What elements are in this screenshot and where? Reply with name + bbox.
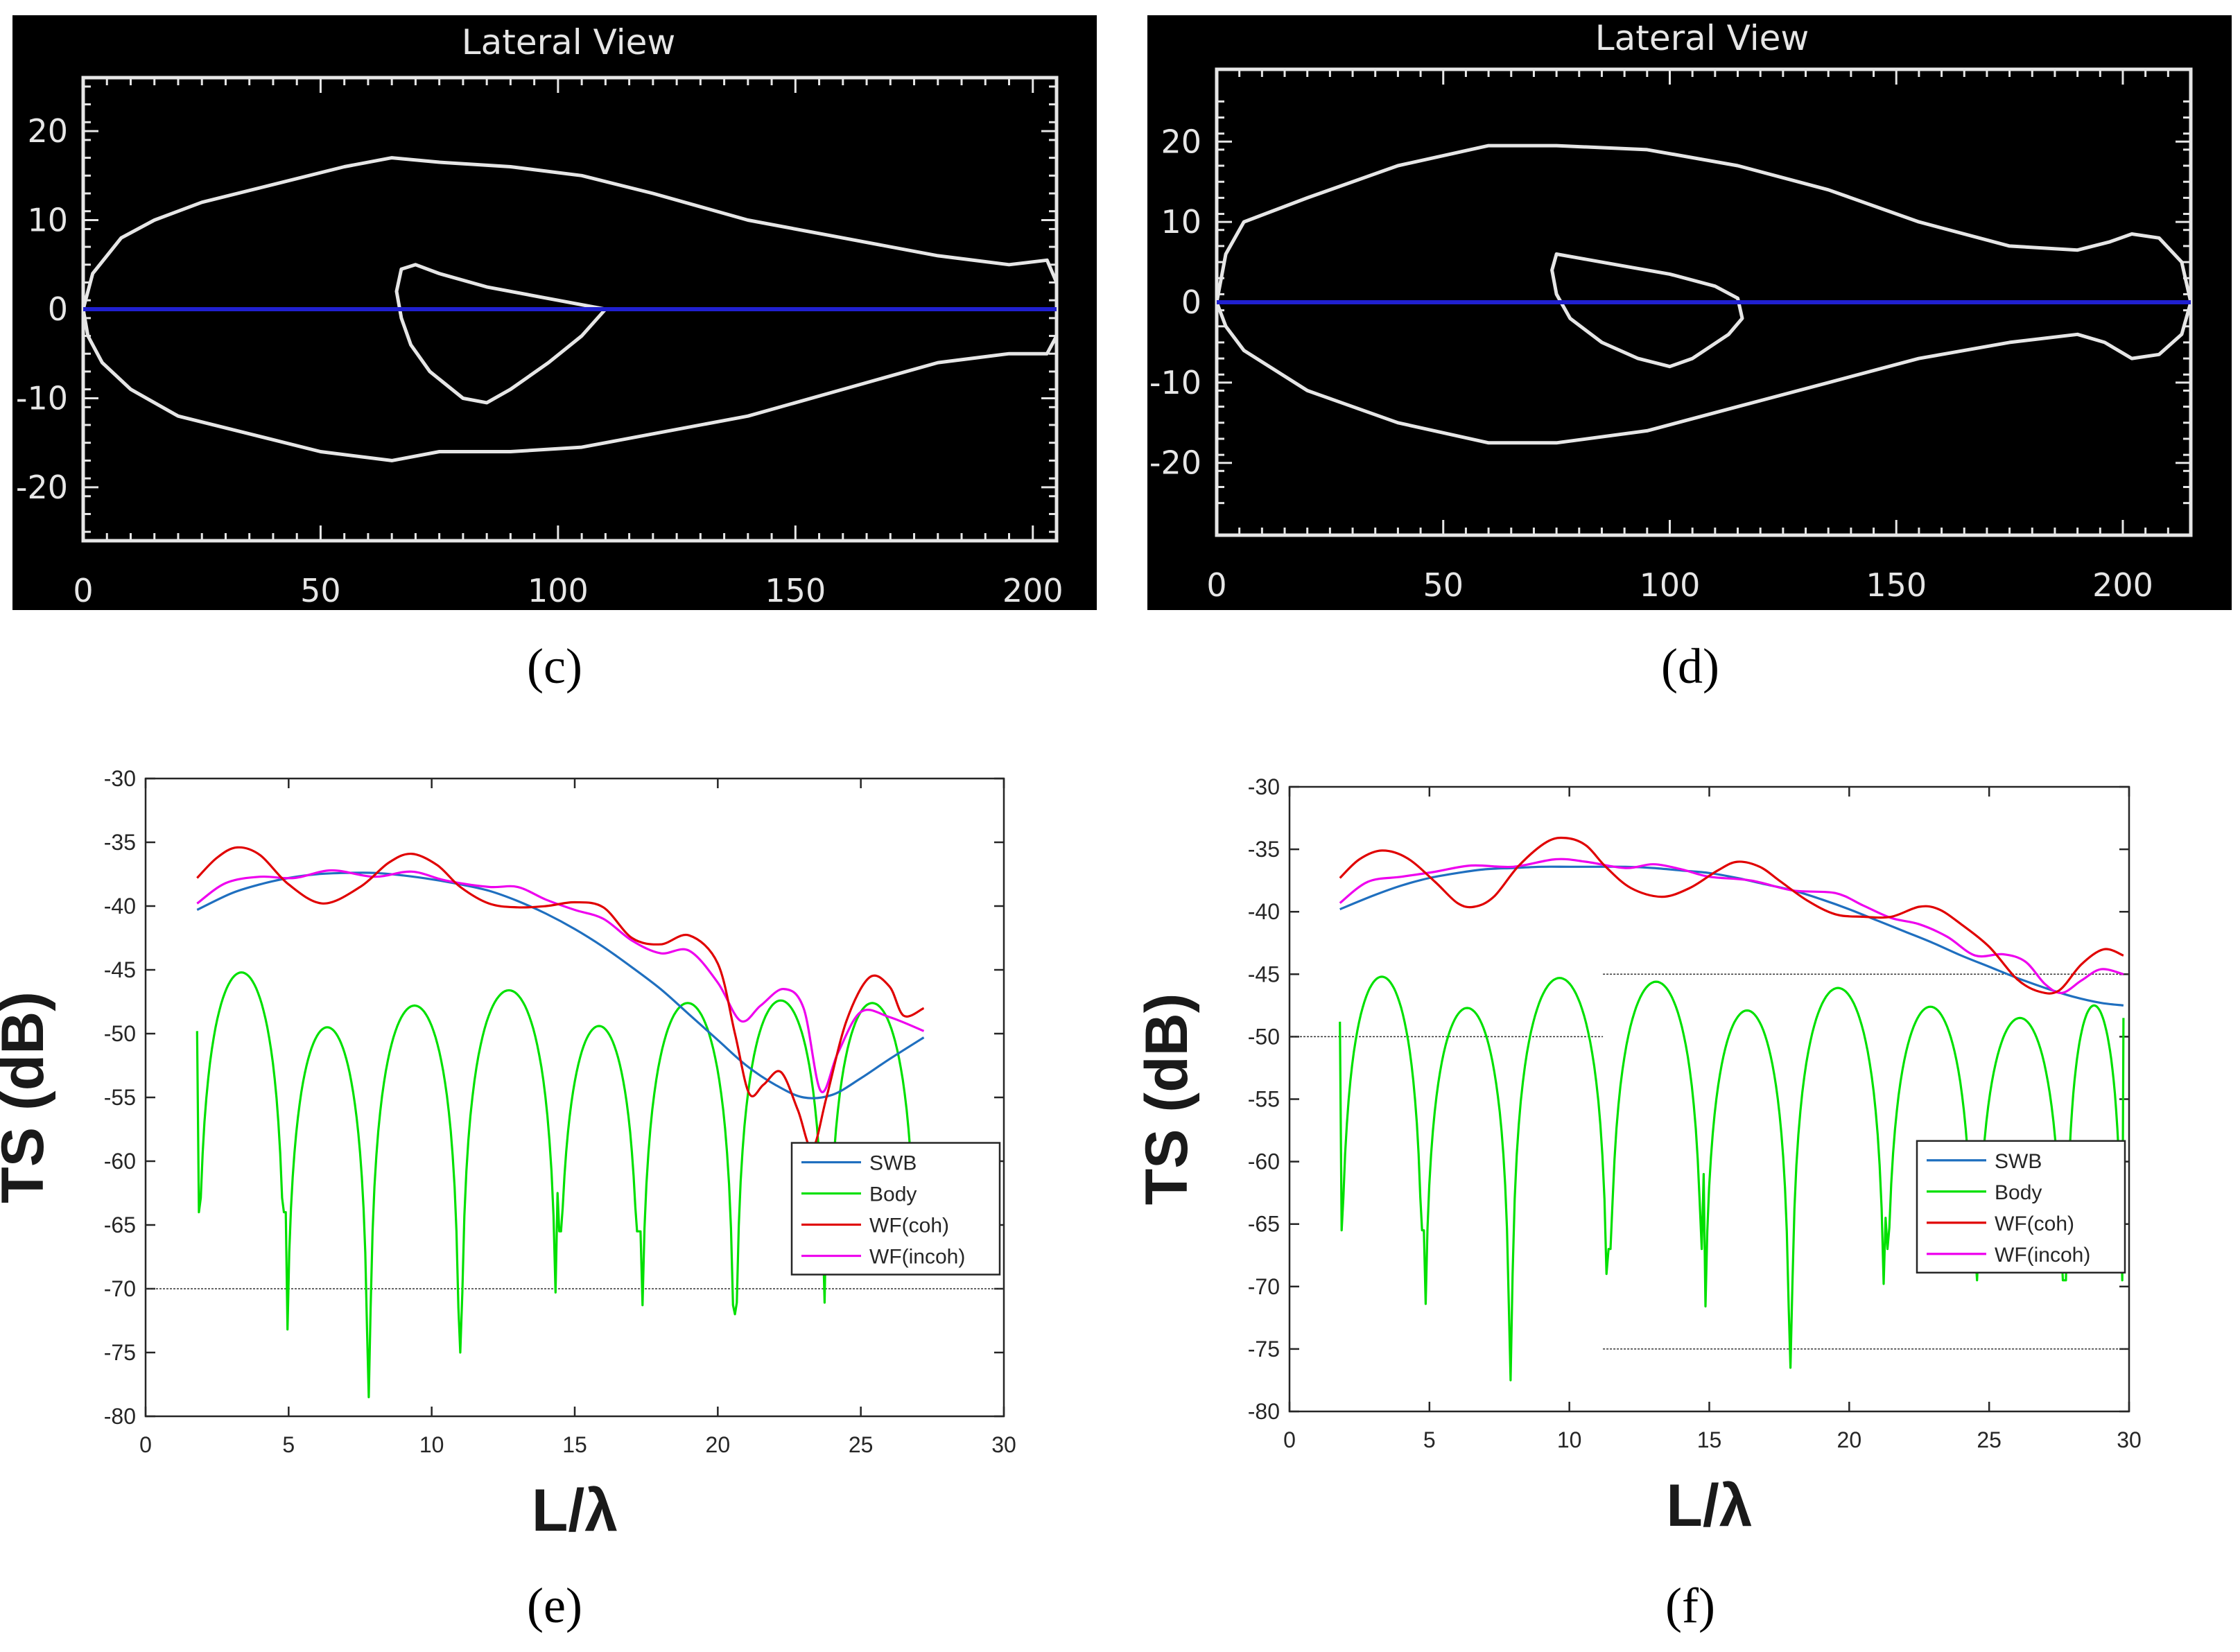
- e-legend-label: Body: [869, 1183, 917, 1206]
- e-xtick-label: 0: [139, 1432, 152, 1457]
- e-legend-box: [790, 1142, 1001, 1276]
- c-xtick-label: 100: [528, 572, 589, 609]
- f-xtick-label: 30: [2117, 1427, 2142, 1452]
- panel-f-ts-chart: 0 5 10 15 20 25 30 -30 -35 -40 -45 -50 -55 -60 -65 -70 -…: [1134, 774, 2142, 1539]
- f-ytick-label: -35: [1248, 837, 1280, 862]
- e-xtick-label: 10: [419, 1432, 444, 1457]
- f-ytick-label: -70: [1248, 1274, 1280, 1299]
- f-xtick-label: 5: [1423, 1427, 1436, 1452]
- d-xtick-label: 200: [2092, 566, 2153, 604]
- f-ytick-label: -65: [1248, 1212, 1280, 1237]
- e-xtick-label: 5: [282, 1432, 295, 1457]
- f-xtick-label: 10: [1557, 1427, 1582, 1452]
- panel-d-title: Lateral View: [1595, 18, 1809, 58]
- e-ytick-label: -60: [104, 1149, 136, 1174]
- c-xtick-label: 200: [1002, 572, 1063, 609]
- e-ytick-label: -30: [104, 766, 136, 791]
- d-ytick-label: 20: [1161, 123, 1201, 160]
- panel-e-ts-chart: 0 5 10 15 20 25 30 -30 -35 -40 -45 -50 -55 -60 -65 -70 -…: [0, 766, 1016, 1544]
- e-xlabel: L/λ: [532, 1477, 618, 1544]
- c-xtick-label: 150: [765, 572, 826, 609]
- d-xtick-label: 50: [1423, 566, 1464, 604]
- e-xtick-label: 15: [562, 1432, 587, 1457]
- c-ytick-label: -10: [16, 379, 68, 417]
- e-xtick-label: 20: [706, 1432, 731, 1457]
- panel-c-title: Lateral View: [462, 22, 676, 62]
- f-ytick-label: -40: [1248, 899, 1280, 924]
- f-legend: SWB Body WF(coh) WF(incoh): [1916, 1140, 2126, 1274]
- d-xtick-label: 100: [1640, 566, 1701, 604]
- f-ylabel: TS (dB): [1134, 993, 1200, 1206]
- f-xtick-label: 20: [1837, 1427, 1862, 1452]
- f-series-body: [1339, 975, 2125, 1382]
- d-ytick-label: -10: [1149, 364, 1201, 401]
- f-ytick-label: -50: [1248, 1024, 1280, 1049]
- f-ytick-label: -55: [1248, 1087, 1280, 1112]
- f-xtick-label: 25: [1977, 1427, 2002, 1452]
- panel-c-background: [12, 15, 1097, 610]
- e-legend-label: WF(incoh): [869, 1246, 965, 1269]
- c-ytick-label: -20: [16, 469, 68, 506]
- e-ytick-label: -50: [104, 1021, 136, 1046]
- caption-d: (d): [1661, 638, 1719, 694]
- d-ytick-label: 10: [1161, 203, 1201, 241]
- c-xtick-label: 0: [73, 572, 93, 609]
- panel-f-plot-area: 0 5 10 15 20 25 30 -30 -35 -40 -45 -50 -55 -60 -65 -70 -…: [1134, 774, 2142, 1539]
- f-legend-box: [1916, 1140, 2126, 1274]
- f-ytick-label: -75: [1248, 1337, 1280, 1362]
- e-ytick-label: -55: [104, 1085, 136, 1110]
- f-xlabel: L/λ: [1666, 1472, 1752, 1539]
- e-ytick-label: -45: [104, 957, 136, 982]
- panel-d-background: [1147, 15, 2232, 610]
- c-ytick-label: 0: [48, 290, 68, 328]
- d-swimbladder-outline: [1550, 252, 1744, 369]
- e-xtick-label: 30: [991, 1432, 1016, 1457]
- e-ylabel: TS (dB): [0, 991, 56, 1203]
- e-ytick-label: -75: [104, 1340, 136, 1365]
- e-legend: SWB Body WF(coh) WF(incoh): [790, 1142, 1001, 1276]
- d-xtick-label: 150: [1866, 566, 1927, 604]
- f-xtick-label: 15: [1697, 1427, 1722, 1452]
- e-series-wf-incoh-: [196, 869, 925, 1093]
- e-series-wf-coh-: [196, 846, 925, 1150]
- d-ytick-label: -20: [1149, 444, 1201, 482]
- c-ytick-label: 10: [27, 202, 68, 239]
- f-ytick-label: -45: [1248, 962, 1280, 986]
- e-ytick-label: -70: [104, 1276, 136, 1301]
- d-ytick-label: 0: [1181, 284, 1201, 321]
- caption-e: (e): [527, 1578, 582, 1633]
- c-xtick-label: 50: [300, 572, 341, 609]
- e-series-body: [196, 971, 926, 1398]
- f-legend-label: WF(coh): [1995, 1212, 2074, 1235]
- f-ytick-label: -30: [1248, 774, 1280, 799]
- f-legend-label: Body: [1995, 1181, 2042, 1204]
- e-legend-label: WF(coh): [869, 1215, 949, 1237]
- caption-c: (c): [527, 638, 582, 694]
- panel-e-plot-area: 0 5 10 15 20 25 30 -30 -35 -40 -45 -50 -55 -60 -65 -70 -…: [0, 766, 1016, 1544]
- c-ytick-label: 20: [27, 112, 68, 150]
- e-ytick-label: -80: [104, 1404, 136, 1429]
- e-series-swb: [196, 871, 925, 1099]
- d-xtick-label: 0: [1206, 566, 1226, 604]
- e-xtick-label: 25: [849, 1432, 874, 1457]
- f-ytick-label: -60: [1248, 1149, 1280, 1174]
- caption-f: (f): [1665, 1578, 1715, 1633]
- c-swimbladder-outline: [394, 263, 607, 405]
- e-axes-box: [144, 777, 1005, 1418]
- e-ytick-label: -35: [104, 830, 136, 855]
- f-ytick-label: -80: [1248, 1399, 1280, 1424]
- e-ytick-label: -65: [104, 1212, 136, 1237]
- f-legend-label: WF(incoh): [1995, 1244, 2090, 1267]
- e-legend-label: SWB: [869, 1152, 917, 1175]
- e-ytick-label: -40: [104, 894, 136, 919]
- f-series-wf-coh-: [1339, 836, 2124, 995]
- f-xtick-label: 0: [1283, 1427, 1296, 1452]
- f-legend-label: SWB: [1995, 1150, 2042, 1173]
